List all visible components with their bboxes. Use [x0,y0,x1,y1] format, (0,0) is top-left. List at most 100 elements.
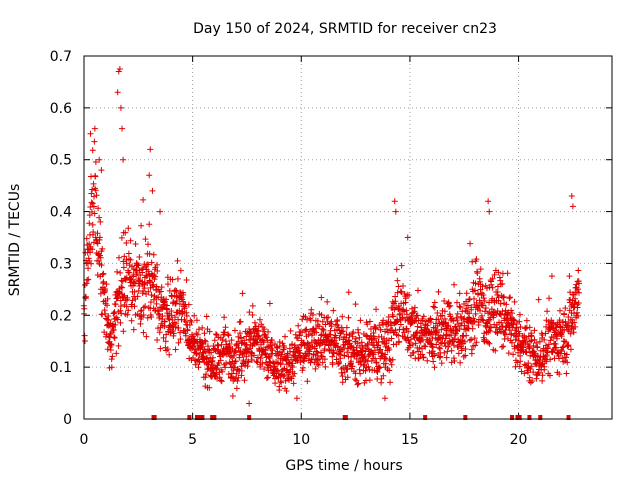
data-point [499,280,506,287]
data-point [119,125,126,132]
data-point [324,298,331,305]
data-point [183,312,190,319]
data-point [357,370,364,377]
data-point [567,330,574,337]
y-axis-label: SRMTID / TECUs [7,184,23,297]
data-point [512,336,519,343]
data-point [468,346,475,353]
data-point [226,341,233,348]
data-point [89,246,96,253]
data-point [574,304,581,311]
data-point [219,336,226,343]
data-point [419,315,426,322]
data-point [83,235,90,242]
data-point [268,337,275,344]
data-point [553,344,560,351]
data-point [129,297,136,304]
data-point [175,339,182,346]
data-point [366,318,373,325]
data-point [544,308,551,315]
data-point [482,308,489,315]
data-point [164,281,171,288]
data-point [352,376,359,383]
data-point [171,314,178,321]
data-point [192,346,199,353]
data-point [377,326,384,333]
data-point [471,318,478,325]
data-point [214,375,221,382]
data-point [118,310,125,317]
data-point [508,339,515,346]
data-point [414,323,421,330]
data-point [184,326,191,333]
data-point [500,293,507,300]
data-point [114,316,121,323]
data-point [386,367,393,374]
data-point [146,172,153,179]
data-point [213,365,220,372]
data-point [399,282,406,289]
data-point [452,330,459,337]
data-point [318,353,325,360]
data-point [508,307,515,314]
data-point [195,326,202,333]
data-point [507,294,514,301]
data-point [394,277,401,284]
data-point [422,343,429,350]
data-point [541,366,548,373]
data-point [448,359,455,366]
data-point [313,348,320,355]
data-point [517,358,524,365]
data-point [221,314,228,321]
data-point [436,344,443,351]
data-point [395,283,402,290]
data-point [392,319,399,326]
data-point [132,241,139,248]
data-point [450,355,457,362]
data-point [193,317,200,324]
data-point [339,373,346,380]
data-point [235,344,242,351]
data-point [236,330,243,337]
data-point [444,348,451,355]
data-point [515,337,522,344]
data-point [373,306,380,313]
data-point [265,328,272,335]
data-point [572,295,579,302]
data-points [80,65,583,407]
data-point [389,356,396,363]
data-point [479,283,486,290]
data-point [469,325,476,332]
data-point [380,317,387,324]
data-point [345,314,352,321]
data-point [120,293,127,300]
data-point [353,355,360,362]
data-point [411,304,418,311]
data-point [263,375,270,382]
data-point [145,261,152,268]
data-point [256,316,263,323]
data-point [506,295,513,302]
data-point [309,311,316,318]
data-point [434,310,441,317]
data-point [365,363,372,370]
data-point [499,308,506,315]
data-point [285,354,292,361]
data-point [545,341,552,348]
data-point [494,289,501,296]
data-point [248,356,255,363]
data-point [407,342,414,349]
data-point [337,355,344,362]
data-point [321,356,328,363]
data-point [86,212,93,219]
y-tick-label: 0.1 [50,360,72,376]
data-point [182,332,189,339]
data-point [364,340,371,347]
data-point [114,89,121,96]
data-point [516,330,523,337]
data-point [142,303,149,310]
data-point [433,341,440,348]
data-point [109,353,116,360]
data-point [262,347,269,354]
data-point [522,325,529,332]
